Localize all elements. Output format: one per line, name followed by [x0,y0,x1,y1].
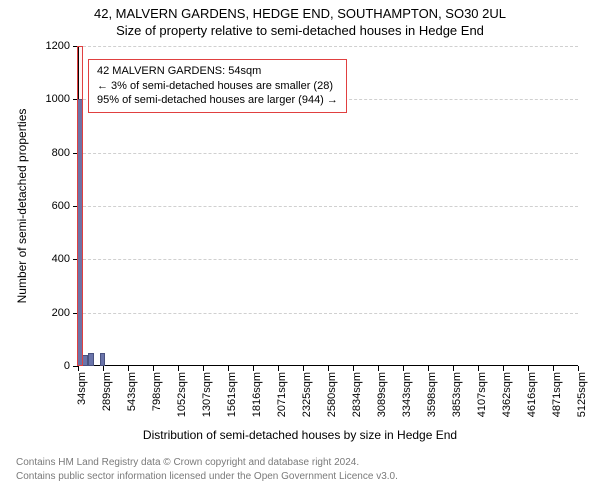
bar [88,353,94,366]
x-tick-label: 1561sqm [226,372,238,417]
x-tick-mark [303,366,304,371]
highlight-bar [77,46,83,366]
x-tick-label: 798sqm [151,372,163,411]
y-tick-label: 400 [52,253,70,265]
x-tick-label: 4871sqm [551,372,563,417]
attribution-line: Contains HM Land Registry data © Crown c… [16,456,398,470]
legend-box: 42 MALVERN GARDENS: 54sqm← 3% of semi-de… [88,59,347,114]
chart-container: 42, MALVERN GARDENS, HEDGE END, SOUTHAMP… [0,0,600,500]
x-tick-mark [353,366,354,371]
x-tick-label: 1052sqm [176,372,188,417]
x-tick-label: 2580sqm [326,372,338,417]
x-tick-label: 3343sqm [401,372,413,417]
x-tick-mark [328,366,329,371]
x-tick-mark [578,366,579,371]
x-tick-label: 2071sqm [276,372,288,417]
x-tick-label: 3089sqm [376,372,388,417]
gridline [78,206,578,207]
x-tick-mark [203,366,204,371]
x-tick-mark [78,366,79,371]
gridline [78,46,578,47]
title-main: 42, MALVERN GARDENS, HEDGE END, SOUTHAMP… [0,6,600,21]
x-tick-mark [278,366,279,371]
x-tick-mark [478,366,479,371]
x-tick-label: 2325sqm [301,372,313,417]
title-sub: Size of property relative to semi-detach… [0,23,600,38]
x-tick-label: 4107sqm [476,372,488,417]
x-tick-label: 4616sqm [526,372,538,417]
x-tick-mark [503,366,504,371]
x-tick-mark [403,366,404,371]
x-tick-label: 3853sqm [451,372,463,417]
y-tick-label: 800 [52,147,70,159]
x-tick-mark [253,366,254,371]
x-tick-label: 34sqm [76,372,88,405]
x-tick-label: 3598sqm [426,372,438,417]
plot-area: 02004006008001000120034sqm289sqm543sqm79… [78,46,578,366]
x-tick-mark [553,366,554,371]
x-tick-mark [178,366,179,371]
gridline [78,313,578,314]
x-tick-mark [453,366,454,371]
x-tick-mark [528,366,529,371]
x-tick-label: 543sqm [126,372,138,411]
y-tick-label: 200 [52,307,70,319]
x-tick-label: 289sqm [101,372,113,411]
bar [100,353,106,366]
y-axis-title: Number of semi-detached properties [15,109,29,304]
x-tick-mark [378,366,379,371]
x-tick-label: 1816sqm [251,372,263,417]
x-tick-label: 5125sqm [576,372,588,417]
gridline [78,153,578,154]
x-tick-label: 1307sqm [201,372,213,417]
x-tick-mark [153,366,154,371]
y-tick-label: 600 [52,200,70,212]
x-tick-mark [428,366,429,371]
x-tick-label: 4362sqm [501,372,513,417]
x-tick-mark [128,366,129,371]
y-tick-label: 0 [64,360,70,372]
x-tick-label: 2834sqm [351,372,363,417]
x-tick-mark [103,366,104,371]
bar [82,355,88,366]
legend-line: ← 3% of semi-detached houses are smaller… [97,79,338,94]
legend-line: 42 MALVERN GARDENS: 54sqm [97,64,338,79]
gridline [78,259,578,260]
y-tick-label: 1200 [46,40,70,52]
x-tick-mark [228,366,229,371]
attribution-line: Contains public sector information licen… [16,470,398,484]
y-tick-label: 1000 [46,93,70,105]
x-axis-title: Distribution of semi-detached houses by … [0,428,600,442]
legend-line: 95% of semi-detached houses are larger (… [97,93,338,108]
attribution: Contains HM Land Registry data © Crown c… [16,456,398,483]
